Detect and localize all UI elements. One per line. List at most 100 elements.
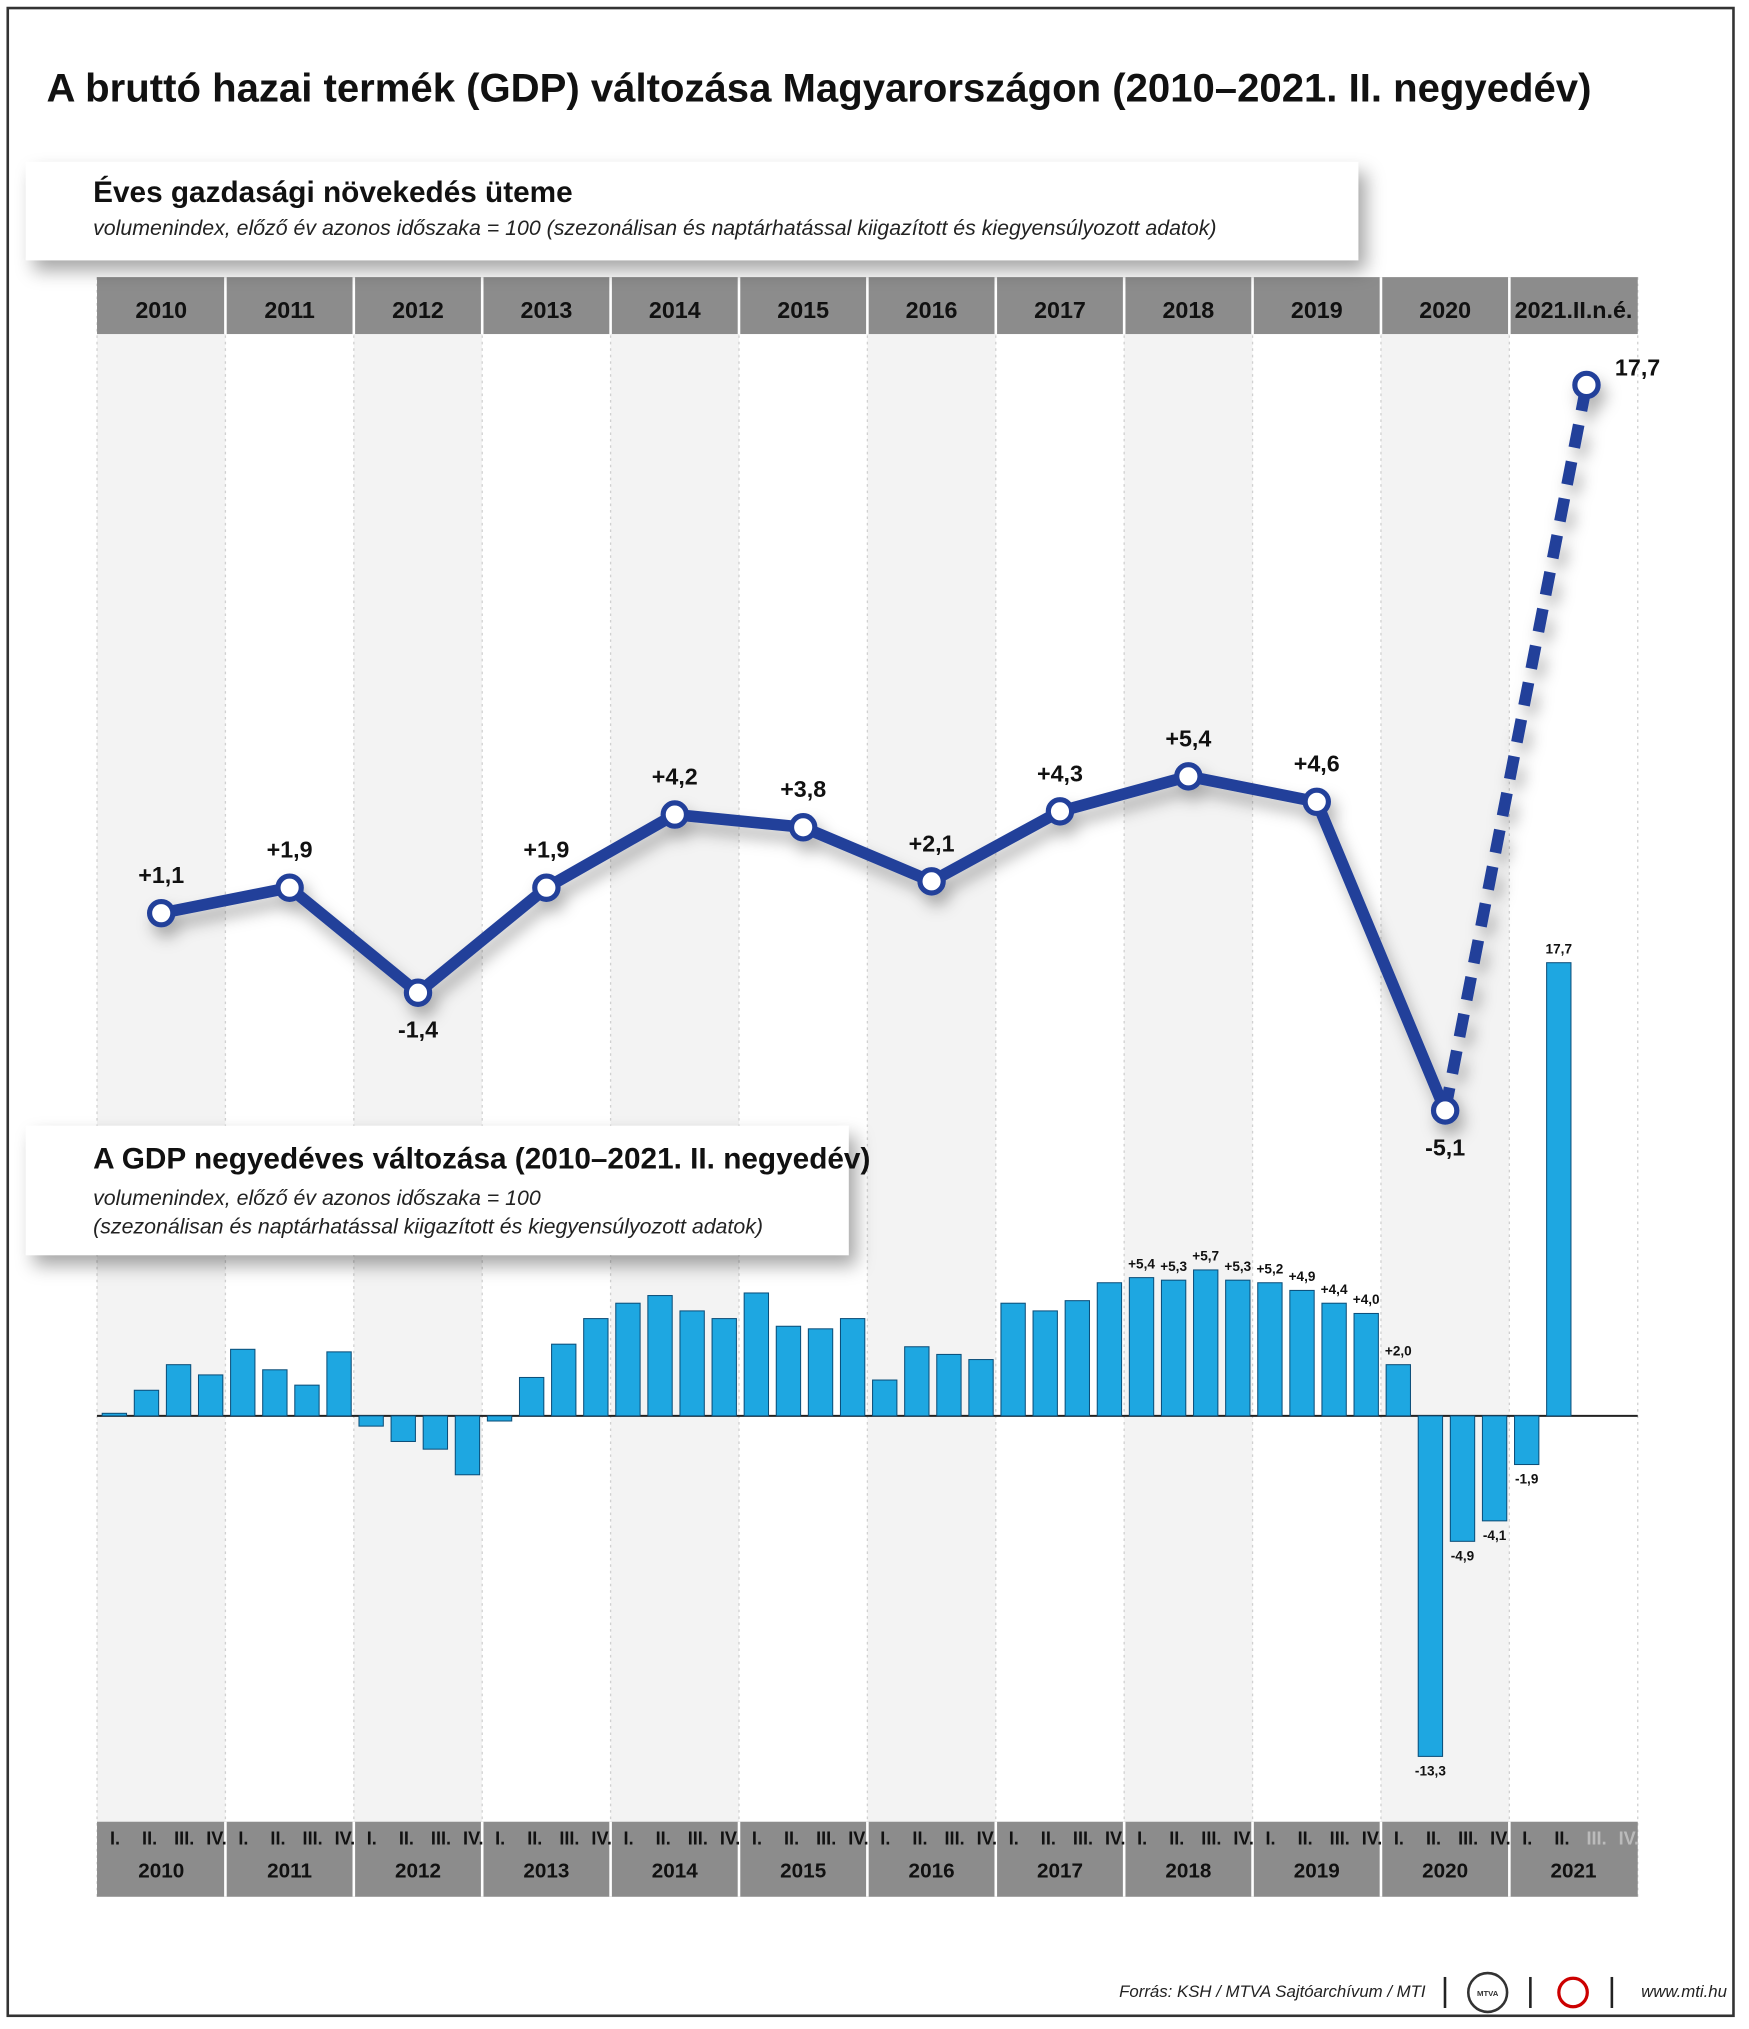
x-tick-label: IV. xyxy=(335,1829,355,1849)
x-tick-label: IV. xyxy=(591,1829,611,1849)
group-label: 2010 xyxy=(138,1860,184,1883)
x-tick-label: 2014 xyxy=(649,297,701,323)
x-tick-label: 2016 xyxy=(906,297,958,323)
x-tick-label: IV. xyxy=(1233,1829,1253,1849)
bar xyxy=(968,1359,994,1417)
x-tick-label: III. xyxy=(1073,1829,1093,1849)
panel-2: A GDP negyedéves változása (2010–2021. I… xyxy=(25,1125,870,1256)
value-label: +4,6 xyxy=(1294,751,1340,777)
value-label: +4,0 xyxy=(1353,1292,1380,1307)
bar xyxy=(358,1415,384,1427)
bar xyxy=(551,1343,577,1417)
bar xyxy=(1193,1269,1219,1417)
value-label: +5,2 xyxy=(1257,1261,1284,1276)
x-tick-label: I. xyxy=(110,1829,120,1849)
value-label: +5,4 xyxy=(1128,1256,1155,1271)
bar xyxy=(518,1376,545,1417)
bar xyxy=(1449,1415,1476,1542)
bar xyxy=(1096,1282,1123,1417)
x-tick-label: 2012 xyxy=(392,297,444,323)
website: www.mti.hu xyxy=(1641,1982,1727,2001)
bar xyxy=(1481,1415,1508,1522)
point xyxy=(1302,787,1331,817)
x-tick-label: IV. xyxy=(1490,1829,1510,1849)
bar xyxy=(647,1295,673,1417)
bar xyxy=(775,1325,802,1417)
bar xyxy=(1128,1277,1155,1417)
value-label: -1,4 xyxy=(398,1017,438,1043)
point xyxy=(917,867,946,896)
point xyxy=(403,978,433,1007)
x-tick-label: III. xyxy=(945,1829,965,1849)
x-tick-label: 2021.II.n.é. xyxy=(1515,297,1633,323)
x-tick-label: I. xyxy=(752,1829,762,1849)
column-stripe xyxy=(867,277,996,1897)
x-tick-label: IV. xyxy=(1362,1829,1382,1849)
bar xyxy=(486,1415,513,1422)
chart-title: A GDP negyedéves változása (2010–2021. I… xyxy=(93,1143,870,1176)
bar xyxy=(230,1348,256,1417)
x-tick-label: 2015 xyxy=(777,297,829,323)
x-tick-label: I. xyxy=(880,1829,890,1849)
x-tick-label: 2011 xyxy=(264,297,315,323)
x-tick-label: I. xyxy=(1137,1829,1147,1849)
x-tick-label: III. xyxy=(1330,1829,1350,1849)
x-tick-label: II. xyxy=(1041,1829,1056,1849)
line-group xyxy=(146,370,1601,1125)
x-tick-label: II. xyxy=(142,1829,157,1849)
x-tick-label: IV. xyxy=(1619,1829,1639,1849)
bar xyxy=(326,1351,352,1417)
bar xyxy=(583,1318,609,1417)
x-tick-label: II. xyxy=(270,1829,285,1849)
panel-box xyxy=(25,161,1359,261)
x-tick-label: I. xyxy=(367,1829,377,1849)
value-label: +3,8 xyxy=(780,776,826,802)
column-stripe xyxy=(97,277,226,1897)
bar xyxy=(294,1384,320,1417)
group-label: 2021 xyxy=(1551,1860,1597,1883)
bar xyxy=(1417,1415,1444,1757)
column-stripe xyxy=(738,277,868,1897)
column-stripe xyxy=(1252,277,1381,1897)
x-tick-label: 2020 xyxy=(1419,297,1471,323)
value-label: +2,0 xyxy=(1385,1343,1412,1358)
logo-ring xyxy=(1466,1971,1509,2014)
point xyxy=(1572,370,1601,400)
bar xyxy=(679,1310,705,1417)
x-tick-label: 2013 xyxy=(521,297,573,323)
group-label: 2016 xyxy=(909,1860,955,1883)
x-tick-label: I. xyxy=(1394,1829,1404,1849)
x-tick-label: II. xyxy=(1426,1829,1441,1849)
bar xyxy=(1032,1310,1058,1417)
x-tick-label: IV. xyxy=(977,1829,997,1849)
x-tick-label: 2018 xyxy=(1162,297,1214,323)
point xyxy=(532,873,561,902)
group-label: 2014 xyxy=(652,1860,699,1883)
value-label: -1,9 xyxy=(1515,1472,1539,1487)
x-tick-label: IV. xyxy=(463,1829,483,1849)
x-tick-label: I. xyxy=(624,1829,634,1849)
x-tick-label: III. xyxy=(559,1829,579,1849)
column-stripe xyxy=(1124,277,1253,1897)
group-label: 2018 xyxy=(1165,1860,1211,1883)
x-tick-label: I. xyxy=(1009,1829,1019,1849)
value-label: +5,3 xyxy=(1224,1259,1251,1274)
x-tick-label: III. xyxy=(431,1829,451,1849)
bar xyxy=(1000,1302,1026,1417)
x-tick-label: I. xyxy=(1522,1829,1532,1849)
x-tick-label: III. xyxy=(688,1829,708,1849)
bar xyxy=(743,1292,770,1417)
point xyxy=(146,898,176,928)
column-stripe xyxy=(610,277,739,1897)
bar xyxy=(1160,1279,1187,1417)
value-label: -5,1 xyxy=(1425,1134,1465,1160)
group-label: 2019 xyxy=(1294,1860,1340,1883)
chart-subtitle: (szezonálisan és naptárhatással kiigazít… xyxy=(93,1215,763,1239)
source: Forrás: KSH / MTVA Sajtóarchívum / MTI xyxy=(1119,1982,1426,2001)
bar xyxy=(839,1318,866,1417)
bar xyxy=(872,1379,898,1417)
background xyxy=(96,277,1639,1897)
group-label: 2020 xyxy=(1422,1860,1468,1883)
bar xyxy=(1546,962,1572,1417)
